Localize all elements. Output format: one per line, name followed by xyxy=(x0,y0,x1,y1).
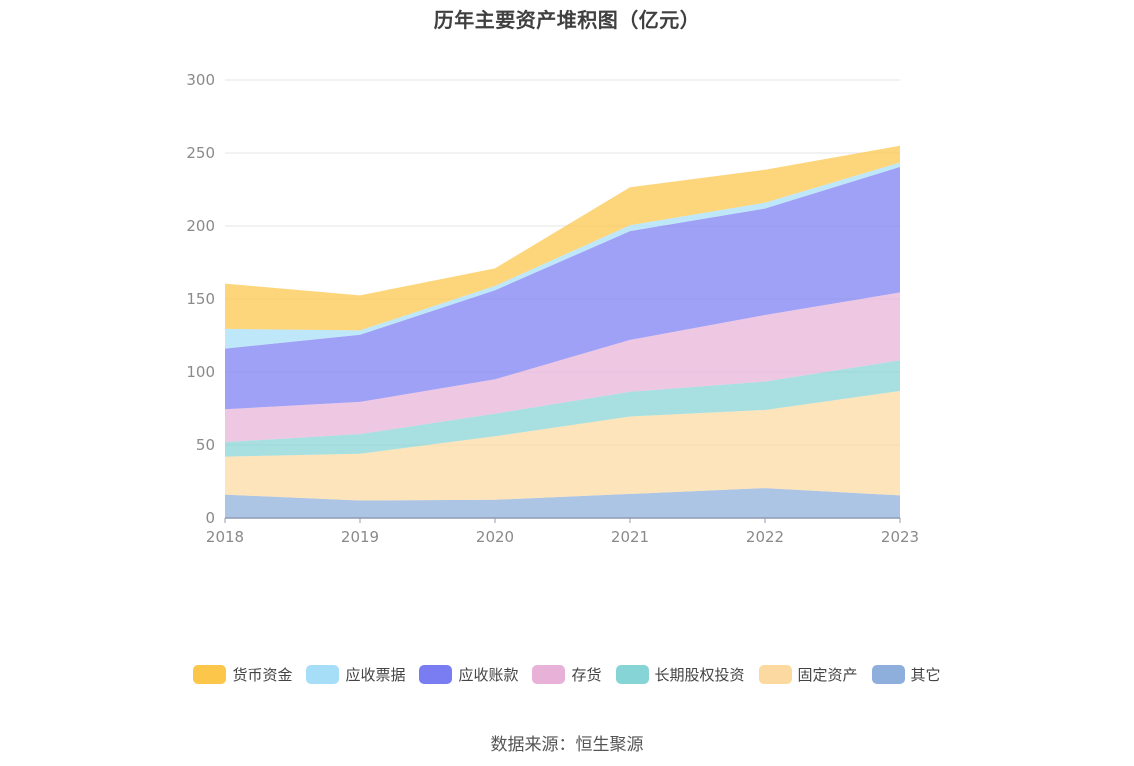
legend-label-other: 其它 xyxy=(910,666,941,684)
area-series-group xyxy=(225,145,900,518)
legend-item-long-term-equity[interactable]: 长期股权投资 xyxy=(615,664,745,685)
legend-label-cash: 货币资金 xyxy=(232,666,293,684)
legend-label-notes-receivable: 应收票据 xyxy=(345,666,406,684)
y-tick-label: 100 xyxy=(186,363,215,381)
area-series-0[interactable] xyxy=(225,488,900,518)
legend-swatch-fixed-assets xyxy=(758,665,792,684)
data-source-note: 数据来源：恒生聚源 xyxy=(490,735,644,755)
x-tick-label: 2019 xyxy=(341,528,379,546)
legend-swatch-other xyxy=(871,665,905,684)
legend-swatch-notes-receivable xyxy=(306,665,340,684)
legend-swatch-accounts-receivable xyxy=(419,665,453,684)
axes: 0 50 100 150 200 250 300 2018 2019 2020 2021 2022 20… xyxy=(186,71,919,546)
legend-item-inventory[interactable]: 存货 xyxy=(532,664,602,685)
area-series-1[interactable] xyxy=(225,390,900,501)
y-tick-label: 200 xyxy=(186,217,215,235)
area-series-2[interactable] xyxy=(225,360,900,457)
area-series-4[interactable] xyxy=(225,166,900,410)
legend-swatch-cash xyxy=(193,665,227,684)
y-tick-label: 250 xyxy=(186,144,215,162)
area-series-3[interactable] xyxy=(225,292,900,443)
chart-legend: 货币资金 应收票据 应收账款 存货 长期股权投资 固定资产 其它 xyxy=(0,664,1134,685)
chart-title: 历年主要资产堆积图（亿元） xyxy=(433,8,701,32)
x-tick-label: 2022 xyxy=(746,528,784,546)
legend-item-notes-receivable[interactable]: 应收票据 xyxy=(306,664,405,685)
x-tick-label: 2021 xyxy=(611,528,649,546)
legend-label-long-term-equity: 长期股权投资 xyxy=(654,666,745,684)
legend-swatch-long-term-equity xyxy=(615,665,649,684)
y-tick-label: 300 xyxy=(186,71,215,89)
legend-item-accounts-receivable[interactable]: 应收账款 xyxy=(419,664,518,685)
legend-label-inventory: 存货 xyxy=(571,666,602,684)
legend-swatch-inventory xyxy=(532,665,566,684)
x-tick-label: 2020 xyxy=(476,528,514,546)
stacked-area-chart: 0 50 100 150 200 250 300 2018 2019 2020 2021 2022 20… xyxy=(186,71,919,546)
legend-label-accounts-receivable: 应收账款 xyxy=(458,666,519,684)
legend-item-cash[interactable]: 货币资金 xyxy=(193,664,292,685)
legend-item-other[interactable]: 其它 xyxy=(871,664,941,685)
legend-label-fixed-assets: 固定资产 xyxy=(797,666,858,684)
x-tick-label: 2023 xyxy=(881,528,919,546)
y-tick-label: 50 xyxy=(196,436,215,454)
legend-item-fixed-assets[interactable]: 固定资产 xyxy=(758,664,858,685)
area-series-6[interactable] xyxy=(225,145,900,331)
area-series-5[interactable] xyxy=(225,162,900,349)
y-tick-label: 150 xyxy=(186,290,215,308)
x-tick-label: 2018 xyxy=(206,528,244,546)
y-tick-label: 0 xyxy=(205,509,215,527)
